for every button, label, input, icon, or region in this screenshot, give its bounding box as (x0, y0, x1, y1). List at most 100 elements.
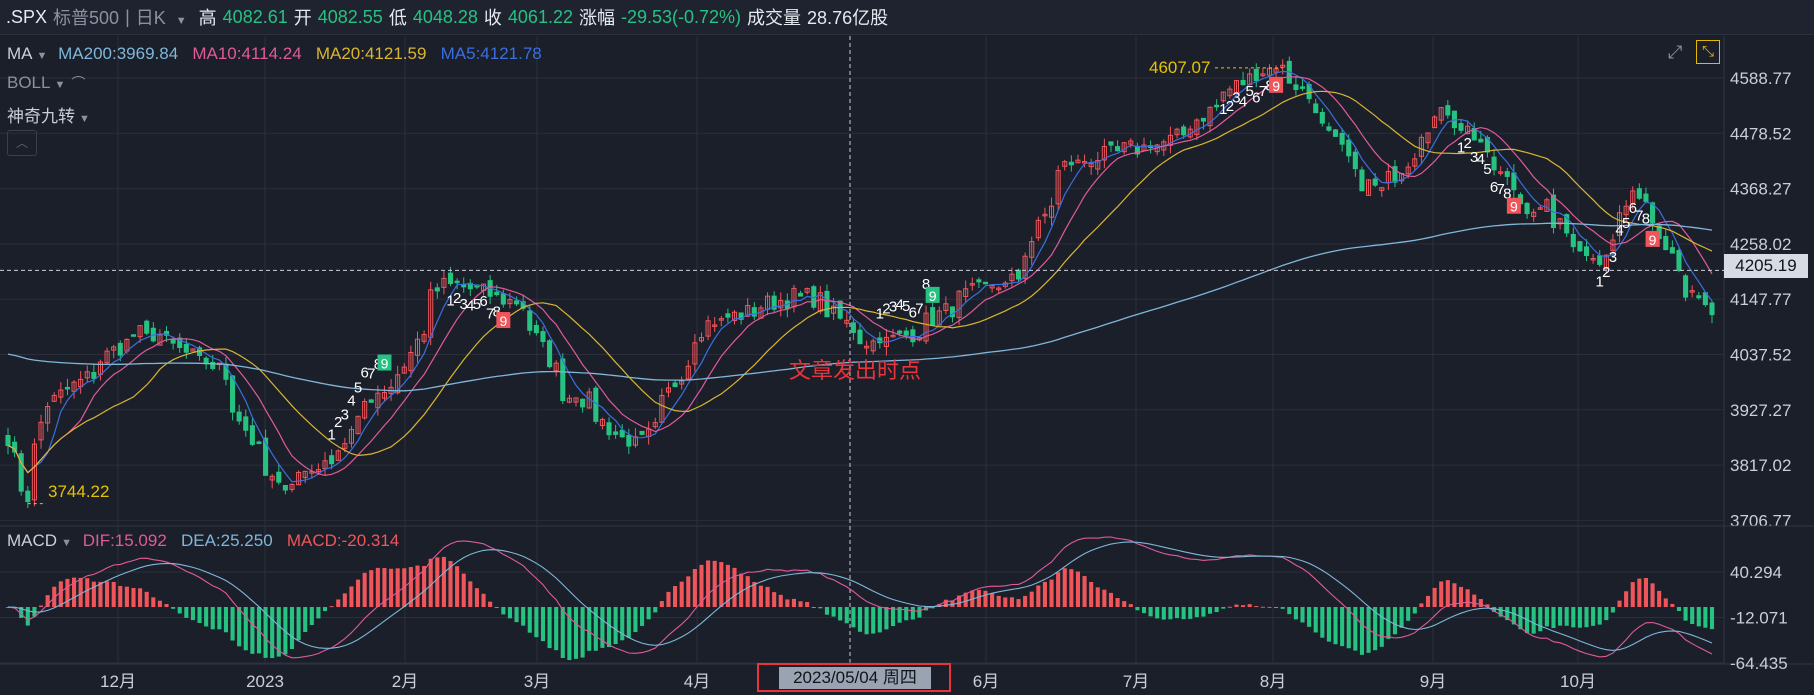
macd-bar (791, 598, 797, 608)
candle-body (1128, 140, 1134, 145)
macd-bar (976, 589, 981, 608)
macd-bar (752, 582, 757, 608)
ma20-value: MA20:4121.59 (315, 44, 427, 63)
td-label: 1 (1219, 101, 1227, 118)
candle-body (329, 455, 335, 465)
macd-bar (1095, 587, 1100, 608)
macd-toggle[interactable]: MACD (7, 531, 58, 550)
candle-body (547, 340, 553, 368)
macd-bar (461, 573, 466, 608)
collapse-legend-button[interactable]: ︿ (7, 130, 37, 156)
macd-bar (620, 607, 625, 641)
candle-body (771, 295, 777, 310)
macd-bar (1392, 607, 1398, 635)
dif-line (7, 536, 1713, 659)
macd-bar (144, 591, 149, 608)
macd-bar (309, 607, 314, 625)
candle-body (1200, 117, 1206, 122)
y-tick-label: 4478.52 (1730, 124, 1791, 143)
macd-bar (45, 595, 50, 608)
macd-bar (560, 607, 565, 658)
td-toggle[interactable]: 神奇九转 (7, 107, 75, 126)
ma-toggle[interactable]: MA (7, 44, 33, 63)
macd-bar (164, 604, 169, 608)
chevron-down-icon: ▼ (175, 15, 187, 27)
td-label: 7 (1635, 207, 1643, 224)
macd-bar (745, 576, 750, 608)
macd-bar (25, 607, 30, 626)
td-label: 1 (446, 293, 454, 310)
candle-body (461, 284, 467, 288)
chevron-down-icon[interactable]: ▼ (36, 50, 48, 62)
macd-bar (1439, 581, 1444, 608)
fullscreen-icon[interactable]: ⤡ (1696, 40, 1720, 64)
candle-body (1240, 79, 1246, 86)
candle-body (1313, 103, 1319, 114)
low-marker: 3744.22 (48, 482, 110, 501)
dea-line (7, 541, 1713, 651)
macd-bar (494, 607, 499, 609)
td-legend: 神奇九转 ▼ (7, 102, 96, 127)
candle-body (414, 338, 421, 356)
x-tick-label: 2023 (246, 672, 284, 691)
chevron-down-icon[interactable]: ▼ (61, 537, 72, 549)
td-label: 5 (1246, 83, 1254, 100)
td-label: 2 (334, 414, 342, 431)
candle-body (1029, 241, 1035, 258)
td-nine-marker (925, 286, 940, 303)
candle-body (263, 437, 269, 476)
macd-bar (336, 599, 341, 608)
candle-body (613, 431, 619, 435)
period-select[interactable]: 日K ▼ (136, 4, 193, 30)
candle-body (395, 374, 401, 394)
macd-bar (818, 607, 823, 609)
volume-label: 成交量 (747, 8, 802, 28)
candle-body (315, 469, 321, 473)
candle-body (1260, 73, 1266, 77)
candle-body (566, 397, 572, 403)
candle-body (494, 291, 500, 296)
candle-body (408, 351, 414, 372)
macd-histogram (5, 556, 1715, 661)
open-value: 4082.55 (317, 6, 383, 27)
candle-body (282, 484, 288, 491)
dea-value: DEA:25.250 (180, 531, 273, 550)
macd-bar (408, 567, 413, 608)
expand-icon[interactable]: ⤢ (1668, 42, 1683, 62)
macd-bar (1406, 607, 1411, 621)
candle-body (659, 394, 665, 423)
macd-bar (719, 562, 724, 608)
eye-hidden-icon[interactable]: ⌒ (71, 75, 86, 91)
chevron-down-icon[interactable]: ▼ (54, 79, 66, 91)
dif-value: DIF:15.092 (82, 531, 167, 550)
symbol[interactable]: .SPX (6, 6, 48, 27)
td-label: 3 (889, 298, 897, 315)
macd-bar (71, 577, 77, 608)
candle-body (1293, 84, 1299, 90)
y-tick-label: 3817.02 (1730, 456, 1791, 475)
candle-body (1220, 91, 1226, 102)
macd-bar (1274, 607, 1279, 609)
macd-bar (230, 607, 235, 641)
macd-bar (474, 588, 479, 608)
macd-bar (838, 607, 843, 621)
candle-body (943, 303, 949, 311)
macd-bar (1491, 607, 1497, 612)
macd-bar (1359, 607, 1365, 655)
macd-bar (1709, 607, 1715, 630)
chevron-down-icon[interactable]: ▼ (79, 113, 90, 125)
macd-bar (52, 586, 57, 608)
macd-bar (957, 595, 962, 608)
macd-bar (1696, 607, 1701, 627)
macd-bar (1221, 607, 1226, 609)
macd-bar (606, 607, 612, 648)
macd-bar (1630, 582, 1635, 608)
macd-bar (1023, 595, 1028, 608)
td-label: 2 (453, 290, 461, 307)
boll-toggle[interactable]: BOLL (7, 73, 51, 92)
candle-body (1630, 190, 1636, 205)
macd-bar (349, 586, 354, 608)
candle-body (1504, 171, 1510, 177)
macd-bar (289, 607, 295, 649)
